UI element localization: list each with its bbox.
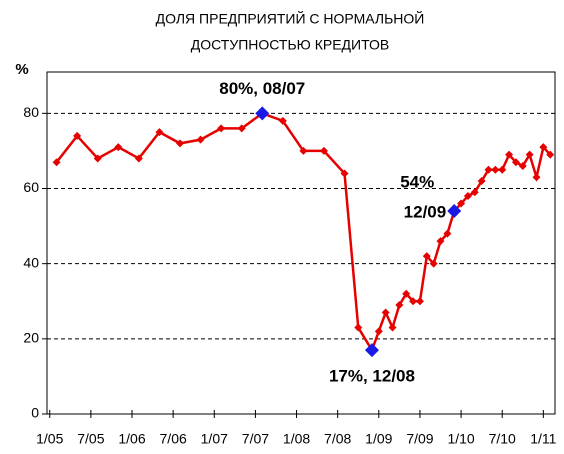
highlight-marker: [364, 343, 379, 358]
marker: [436, 237, 445, 246]
marker: [374, 327, 383, 336]
marker: [93, 154, 102, 163]
marker: [477, 176, 486, 185]
annotation: 12/09: [404, 203, 447, 222]
annotation: 80%, 08/07: [219, 79, 305, 98]
chart-title: ДОЛЯ ПРЕДПРИЯТИЙ С НОРМАЛЬНОЙ: [156, 10, 425, 27]
marker: [457, 199, 466, 208]
marker: [484, 165, 493, 174]
marker: [518, 161, 527, 170]
x-tick-label: 1/09: [365, 431, 392, 447]
marker: [463, 192, 472, 201]
x-tick-label: 7/09: [406, 431, 433, 447]
x-tick-label: 1/06: [118, 431, 145, 447]
marker: [354, 323, 363, 332]
marker: [525, 150, 534, 159]
marker: [546, 150, 555, 159]
marker: [196, 135, 205, 144]
chart-title: ДОСТУПНОСТЬЮ КРЕДИТОВ: [191, 37, 389, 53]
marker: [498, 165, 507, 174]
marker: [340, 169, 349, 178]
x-tick-label: 1/11: [530, 431, 556, 447]
marker: [470, 188, 479, 197]
marker: [155, 128, 164, 137]
marker: [409, 297, 418, 306]
x-tick-label: 1/10: [447, 431, 474, 447]
marker: [511, 158, 520, 167]
marker: [505, 150, 514, 159]
x-tick-label: 7/07: [242, 431, 269, 447]
highlight-marker: [255, 106, 270, 121]
x-tick-label: 1/07: [201, 431, 228, 447]
x-tick-label: 7/10: [489, 431, 516, 447]
x-tick-label: 7/05: [77, 431, 104, 447]
x-tick-label: 1/08: [283, 431, 310, 447]
marker: [532, 173, 541, 182]
x-tick-label: 7/08: [324, 431, 351, 447]
marker: [278, 116, 287, 125]
marker: [237, 124, 246, 133]
marker: [443, 229, 452, 238]
y-tick-label: 80: [23, 104, 39, 120]
marker: [134, 154, 143, 163]
marker: [491, 165, 500, 174]
marker: [217, 124, 226, 133]
y-tick-label: 20: [23, 330, 39, 346]
marker: [52, 158, 61, 167]
y-axis-label: %: [15, 61, 28, 78]
marker: [299, 146, 308, 155]
annotation: 54%: [400, 173, 434, 192]
annotation: 17%, 12/08: [329, 367, 415, 386]
marker: [415, 297, 424, 306]
marker: [73, 131, 82, 140]
marker: [388, 323, 397, 332]
y-tick-label: 60: [23, 179, 39, 195]
marker: [422, 252, 431, 261]
highlight-marker: [447, 204, 462, 219]
marker: [319, 146, 328, 155]
marker: [429, 259, 438, 268]
y-tick-label: 40: [23, 254, 39, 270]
marker: [114, 143, 123, 152]
x-tick-label: 7/06: [160, 431, 187, 447]
marker: [175, 139, 184, 148]
marker: [402, 289, 411, 298]
plot-area: [46, 71, 556, 415]
marker: [539, 143, 548, 152]
y-tick-label: 0: [31, 405, 39, 421]
marker: [395, 301, 404, 310]
x-tick-label: 1/05: [36, 431, 63, 447]
marker: [381, 308, 390, 317]
